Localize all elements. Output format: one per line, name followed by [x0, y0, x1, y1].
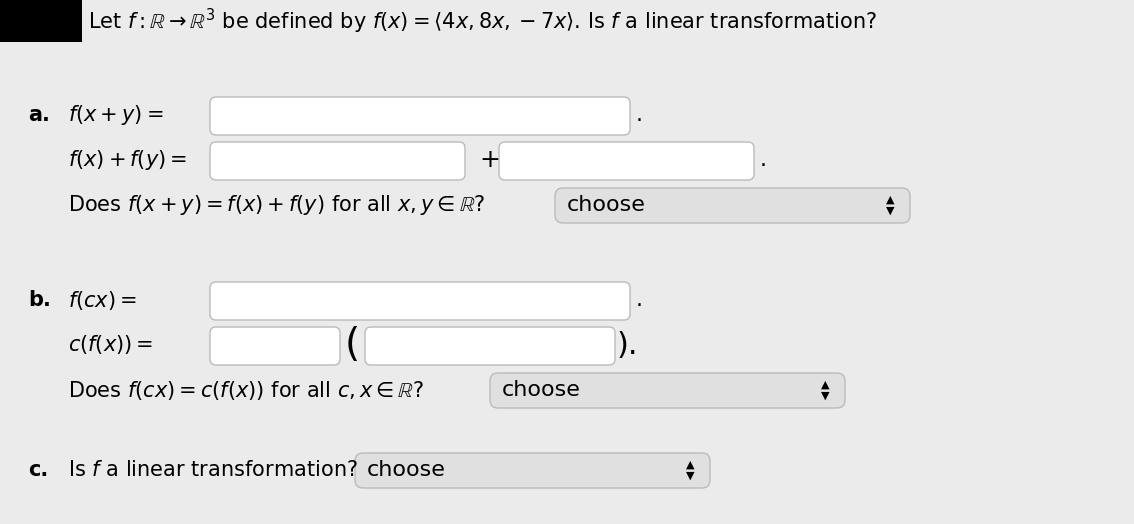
FancyBboxPatch shape [0, 0, 82, 42]
Text: ).: ). [617, 331, 638, 359]
FancyBboxPatch shape [210, 97, 631, 135]
Text: b.: b. [28, 290, 51, 310]
Text: ▲
▼: ▲ ▼ [821, 379, 829, 401]
Text: Does $f(cx) = c(f(x))$ for all $c, x \in \mathbb{R}$?: Does $f(cx) = c(f(x))$ for all $c, x \in… [68, 378, 424, 401]
Text: choose: choose [502, 380, 581, 400]
Text: +: + [479, 148, 500, 172]
Text: Is $f$ a linear transformation?: Is $f$ a linear transformation? [68, 460, 358, 480]
Text: (: ( [345, 326, 361, 364]
Text: .: . [636, 105, 643, 125]
FancyBboxPatch shape [555, 188, 909, 223]
FancyBboxPatch shape [210, 327, 340, 365]
Text: choose: choose [367, 460, 446, 480]
FancyBboxPatch shape [210, 142, 465, 180]
Text: $c(f(x)) =$: $c(f(x)) =$ [68, 333, 153, 356]
Text: c.: c. [28, 460, 49, 480]
FancyBboxPatch shape [499, 142, 754, 180]
FancyBboxPatch shape [355, 453, 710, 488]
FancyBboxPatch shape [490, 373, 845, 408]
Text: .: . [760, 150, 767, 170]
Text: $f(x) + f(y) =$: $f(x) + f(y) =$ [68, 148, 187, 172]
FancyBboxPatch shape [365, 327, 615, 365]
Text: $f(cx) =$: $f(cx) =$ [68, 289, 137, 311]
FancyBboxPatch shape [210, 282, 631, 320]
Text: Let $f : \mathbb{R} \to \mathbb{R}^3$ be defined by $f(x) = \langle 4x, 8x, -7x\: Let $f : \mathbb{R} \to \mathbb{R}^3$ be… [88, 6, 877, 36]
Text: Does $f(x + y) = f(x) + f(y)$ for all $x, y \in \mathbb{R}$?: Does $f(x + y) = f(x) + f(y)$ for all $x… [68, 193, 485, 217]
Text: .: . [636, 290, 643, 310]
Text: choose: choose [567, 195, 646, 215]
Text: ▲
▼: ▲ ▼ [886, 194, 895, 216]
Text: ▲
▼: ▲ ▼ [686, 459, 694, 481]
Text: a.: a. [28, 105, 50, 125]
Text: $f(x + y) =$: $f(x + y) =$ [68, 103, 163, 127]
